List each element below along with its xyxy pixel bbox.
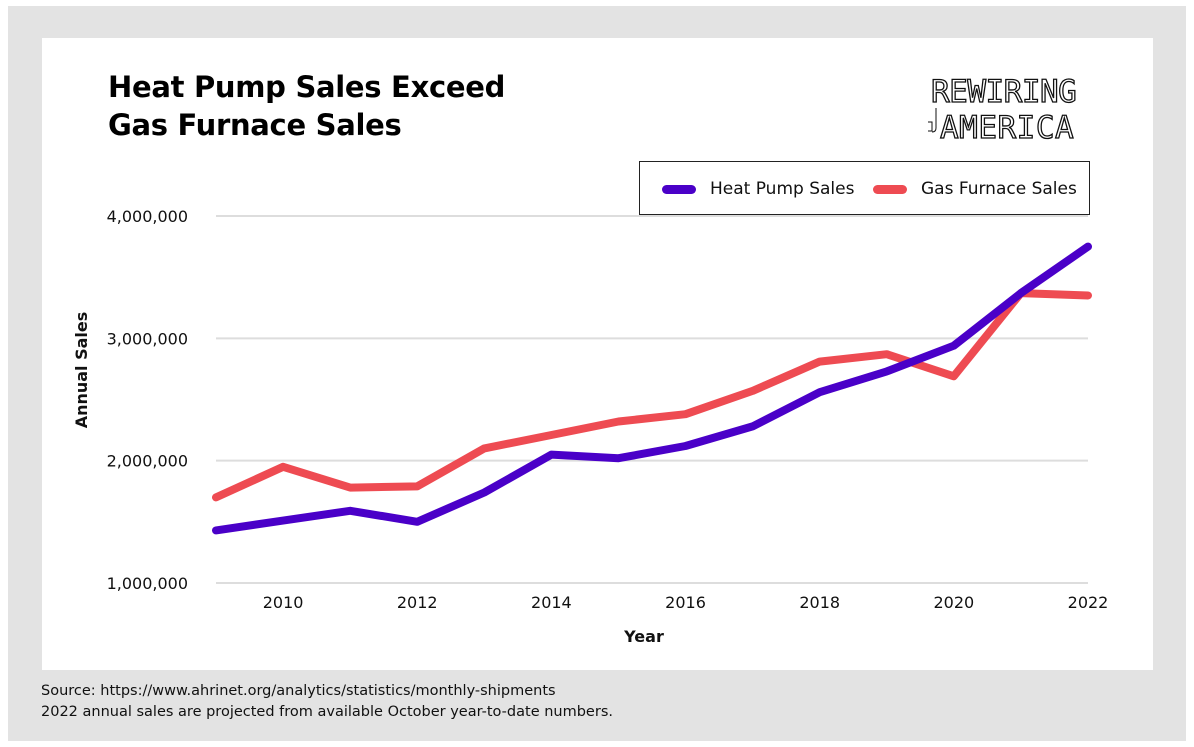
source-line: Source: https://www.ahrinet.org/analytic…	[41, 683, 556, 699]
x-tick-label: 2014	[531, 593, 572, 612]
chart-legend: Heat Pump Sales Gas Furnace Sales	[639, 161, 1090, 215]
x-tick-label: 2022	[1068, 593, 1109, 612]
chart-title-line-2: Gas Furnace Sales	[108, 108, 402, 142]
x-tick-label: 2016	[665, 593, 706, 612]
legend-swatch-heat-pump	[662, 184, 696, 194]
y-tick-label: 2,000,000	[107, 452, 188, 471]
x-tick-label: 2010	[263, 593, 304, 612]
gridlines	[216, 215, 1088, 584]
legend-label-heat-pump: Heat Pump Sales	[710, 179, 855, 199]
y-tick-labels: 1,000,000 2,000,000 3,000,000 4,000,000	[107, 207, 188, 593]
y-tick-label: 4,000,000	[107, 207, 188, 226]
chart-title-line-1: Heat Pump Sales Exceed	[108, 70, 506, 104]
y-tick-label: 3,000,000	[107, 329, 188, 348]
x-tick-label: 2020	[933, 593, 974, 612]
chart-title: Heat Pump Sales Exceed Gas Furnace Sales	[108, 68, 505, 144]
legend-item-heat-pump: Heat Pump Sales	[662, 162, 854, 216]
series-line-heat-pump-sales	[212, 242, 1092, 535]
logo-line-1: REWIRING	[931, 74, 1076, 110]
y-tick-label: 1,000,000	[107, 574, 188, 593]
x-tick-labels: 2010 2012 2014 2016 2018 2020 2022	[263, 593, 1109, 612]
legend-swatch-gas-furnace	[873, 184, 907, 194]
series-line-gas-furnace-sales	[212, 289, 1092, 502]
rewiring-america-logo: REWIRING AMERICA	[923, 72, 1093, 148]
x-axis-label: Year	[623, 627, 664, 646]
projection-note: 2022 annual sales are projected from ava…	[41, 704, 613, 720]
logo-line-2: AMERICA	[940, 110, 1074, 144]
source-note: Source: https://www.ahrinet.org/analytic…	[41, 681, 613, 723]
x-tick-label: 2018	[799, 593, 840, 612]
y-axis-label: Annual Sales	[72, 312, 91, 429]
x-tick-label: 2012	[397, 593, 438, 612]
series-lines	[212, 242, 1092, 535]
legend-label-gas-furnace: Gas Furnace Sales	[921, 179, 1077, 199]
legend-item-gas-furnace: Gas Furnace Sales	[873, 162, 1077, 216]
